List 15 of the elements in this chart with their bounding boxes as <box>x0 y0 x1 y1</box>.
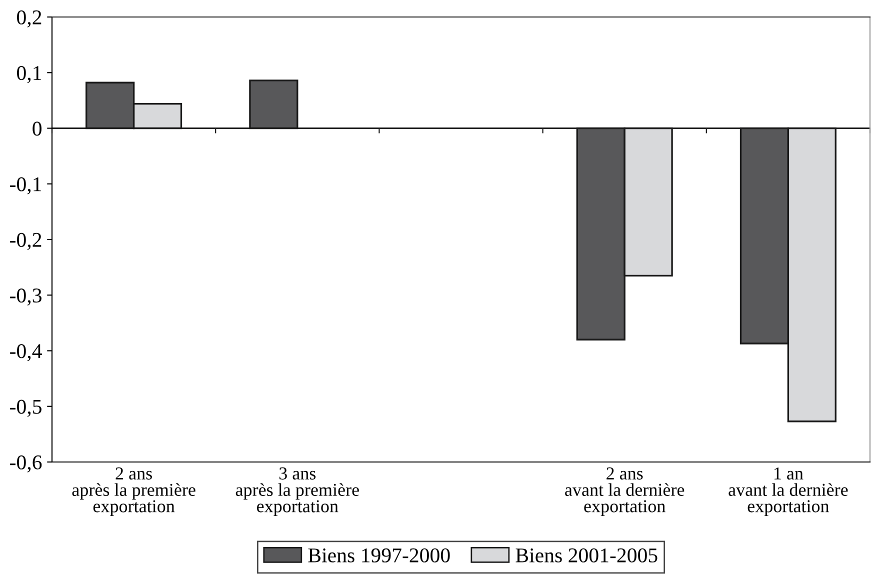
y-tick-label: 0 <box>32 122 42 136</box>
y-tick-label: -0,3 <box>10 288 42 306</box>
y-tick-label: -0,1 <box>10 177 42 194</box>
y-tick-label: -0,4 <box>10 344 42 362</box>
y-tick-label: 0,1 <box>17 66 42 84</box>
legend-label: Biens 1997-2000 <box>308 548 450 562</box>
y-tick-label: -0,6 <box>10 455 42 472</box>
x-tick-label: 2 ans après la première exportation <box>72 467 196 516</box>
x-tick-label: 2 ans avant la dernière exportation <box>565 467 684 516</box>
y-tick-label: 0,2 <box>17 10 42 28</box>
x-tick-label: 3 ans après la première exportation <box>236 467 359 516</box>
legend-label: Biens 2001-2005 <box>516 548 658 562</box>
y-tick-label: -0,2 <box>10 232 42 250</box>
x-tick-label: 1 an avant la dernière exportation <box>728 467 848 516</box>
y-tick-label: -0,5 <box>10 400 42 417</box>
